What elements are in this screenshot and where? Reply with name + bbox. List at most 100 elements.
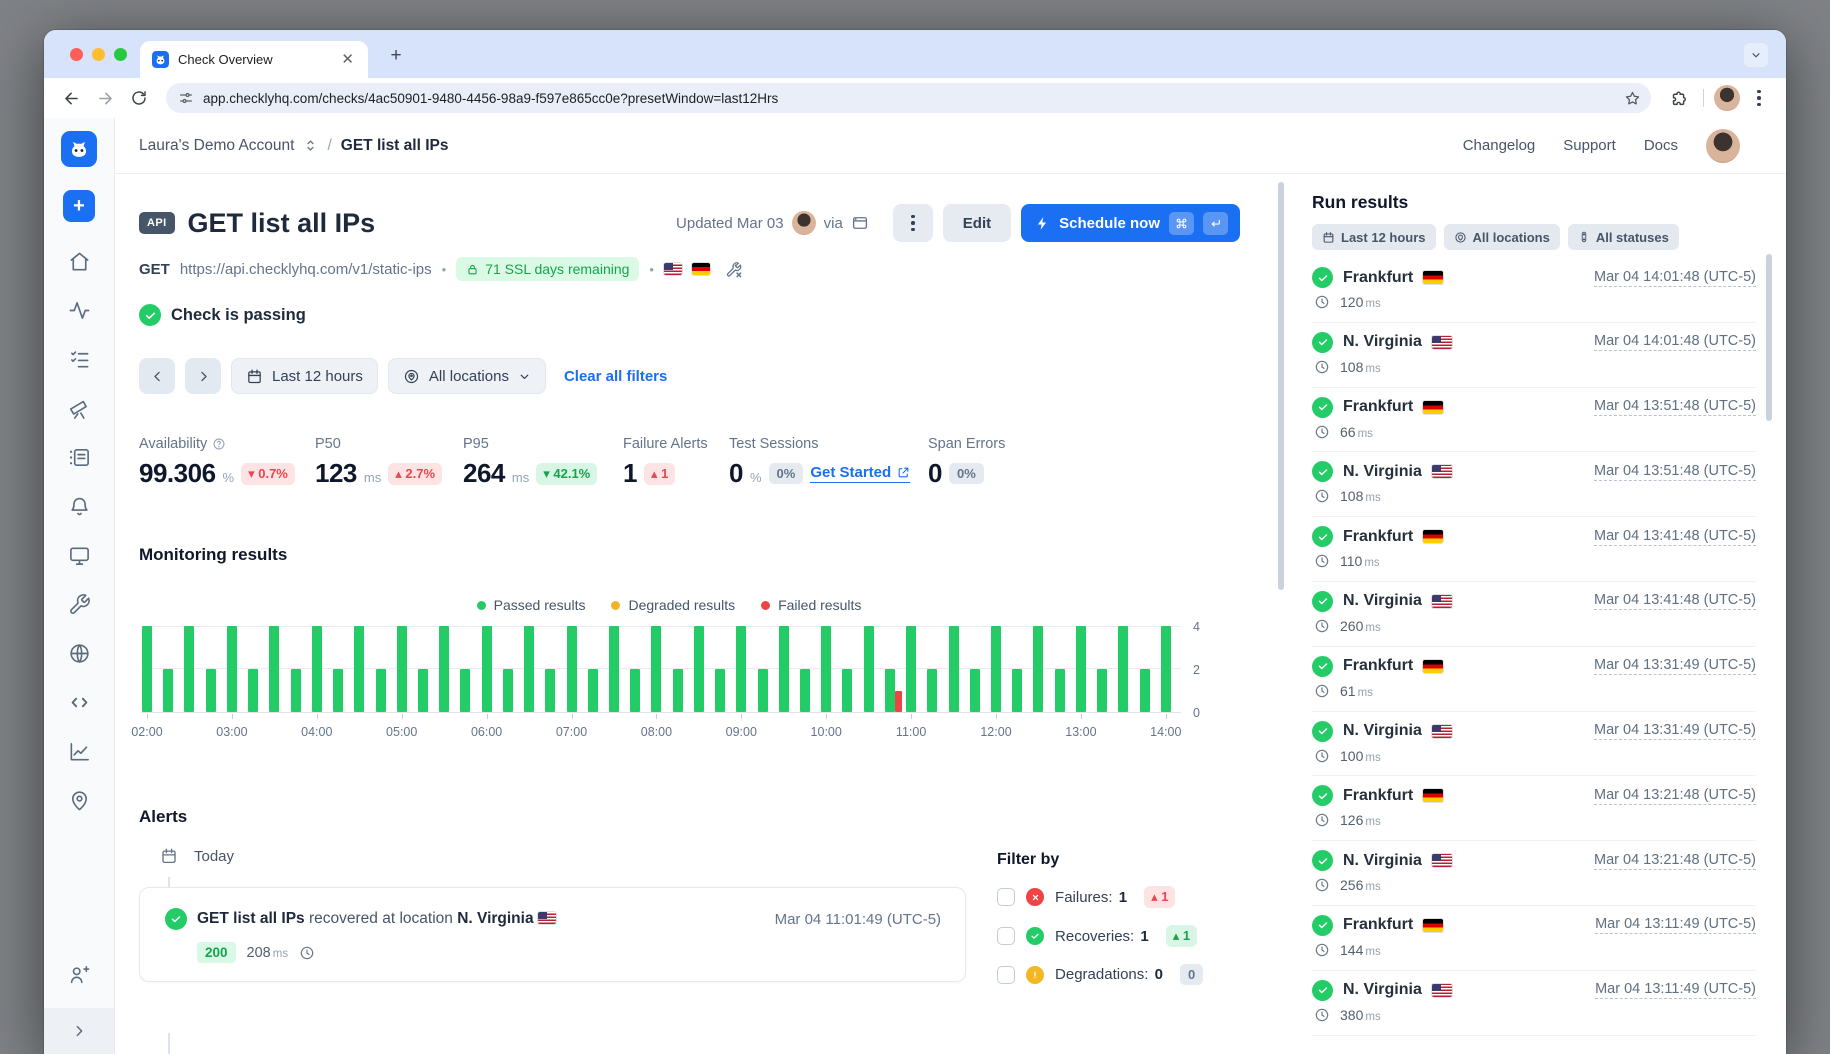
run-timestamp-link[interactable]: Mar 04 13:41:48 (UTC-5) [1594,527,1756,546]
maximize-window-button[interactable] [114,48,127,61]
tab-search-button[interactable] [1744,43,1768,67]
pulse-icon[interactable] [66,297,92,323]
nav-link-changelog[interactable]: Changelog [1462,137,1536,154]
next-window-button[interactable] [185,358,221,394]
chart-bar-passed[interactable] [1160,626,1171,712]
chart-bar-passed[interactable] [226,626,237,712]
map-pin-icon[interactable] [66,787,92,813]
account-name[interactable]: Laura's Demo Account [139,136,295,154]
chart-bar-passed[interactable] [163,669,174,712]
run-timestamp-link[interactable]: Mar 04 13:31:49 (UTC-5) [1594,722,1756,741]
checkbox[interactable] [997,927,1016,945]
minimize-window-button[interactable] [92,48,105,61]
chart-bar-passed[interactable] [502,669,513,712]
site-settings-icon[interactable] [178,90,194,106]
chart-bar-passed[interactable] [757,669,768,712]
time-range-filter[interactable]: Last 12 hours [231,358,378,394]
chart-bar-passed[interactable] [842,669,853,712]
chart-bar-passed[interactable] [715,669,726,712]
checklist-icon[interactable] [66,346,92,372]
chart-bar-passed[interactable] [778,626,789,712]
clear-filters-link[interactable]: Clear all filters [563,367,668,385]
chart-bar-passed[interactable] [417,669,428,712]
extensions-icon[interactable] [1663,83,1693,113]
chart-bar-passed[interactable] [1012,669,1023,712]
browser-tab[interactable]: Check Overview ✕ [140,41,368,78]
chart-bar-passed[interactable] [248,669,259,712]
chart-bar-passed[interactable] [927,669,938,712]
sidebar-collapse-button[interactable] [44,1008,114,1054]
run-timestamp-link[interactable]: Mar 04 13:11:49 (UTC-5) [1595,916,1756,935]
runbook-icon[interactable] [66,444,92,470]
account-switcher-icon[interactable] [303,138,318,153]
chart-bar-passed[interactable] [439,626,450,712]
chart-bar-passed[interactable] [545,669,556,712]
run-result-row[interactable]: N. Virginia Mar 04 13:51:48 (UTC-5) 108 m… [1312,452,1756,518]
create-new-button[interactable]: + [63,190,95,222]
run-timestamp-link[interactable]: Mar 04 13:31:49 (UTC-5) [1594,657,1756,676]
chart-bar-passed[interactable] [672,669,683,712]
run-result-row[interactable]: Frankfurt Mar 04 13:51:48 (UTC-5) 66 ms [1312,388,1756,453]
browser-menu-icon[interactable] [1744,83,1774,113]
main-scrollbar-thumb[interactable] [1278,182,1284,590]
chart-bar-passed[interactable] [184,626,195,712]
run-timestamp-link[interactable]: Mar 04 14:01:48 (UTC-5) [1594,333,1756,352]
chart-bar-passed[interactable] [906,626,917,712]
tools-icon[interactable] [66,591,92,617]
chart-bar-passed[interactable] [1118,626,1129,712]
run-results-scrollbar-thumb[interactable] [1766,254,1772,421]
chart-bar-passed[interactable] [630,669,641,712]
run-timestamp-link[interactable]: Mar 04 13:41:48 (UTC-5) [1594,592,1756,611]
forward-icon[interactable] [90,83,120,113]
edit-button[interactable]: Edit [942,204,1012,242]
bookmark-star-icon[interactable] [1619,85,1645,111]
chart-bar-passed[interactable] [821,626,832,712]
bell-icon[interactable] [66,493,92,519]
address-bar[interactable]: app.checklyhq.com/checks/4ac50901-9480-4… [166,83,1651,113]
schedule-now-button[interactable]: Schedule now [1021,204,1240,242]
chart-bar-passed[interactable] [142,626,152,712]
chart-bar-passed[interactable] [693,626,704,712]
chart-bar-passed[interactable] [354,626,365,712]
close-window-button[interactable] [70,48,83,61]
chart-bar-passed[interactable] [587,669,598,712]
chart-bar-passed[interactable] [800,669,810,712]
main-scrollbar[interactable] [1274,174,1290,1054]
alert-card[interactable]: GET list all IPs recovered at location N… [139,887,967,982]
browser-profile-avatar[interactable] [1714,85,1740,111]
chart-bar-passed[interactable] [375,669,386,712]
reload-icon[interactable] [124,83,154,113]
locations-filter[interactable]: All locations [387,358,546,394]
run-timestamp-link[interactable]: Mar 04 14:01:48 (UTC-5) [1594,268,1756,287]
help-icon[interactable] [212,437,226,451]
run-result-row[interactable]: Frankfurt Mar 04 13:41:48 (UTC-5) 110 ms [1312,517,1756,582]
chart-bar-passed[interactable] [651,626,662,712]
invite-user-icon[interactable] [66,962,92,988]
chart-bar-passed[interactable] [969,669,980,712]
chart-bar-passed[interactable] [991,626,1001,712]
check-menu-button[interactable] [892,204,933,242]
home-icon[interactable] [66,248,92,274]
chart-bar-passed[interactable] [608,626,619,712]
chart-bar-passed[interactable] [396,626,407,712]
code-icon[interactable] [66,689,92,715]
run-result-row[interactable]: Frankfurt Mar 04 13:31:49 (UTC-5) 61 ms [1312,647,1756,712]
chart-bar-passed[interactable] [311,626,322,712]
monitor-icon[interactable] [66,542,92,568]
get-started-link[interactable]: Get Started [810,464,911,483]
run-result-row[interactable]: N. Virginia Mar 04 13:31:49 (UTC-5) 100 m… [1312,712,1756,777]
filter-option-recoveries[interactable]: Recoveries: 1 ▴ 1 [997,925,1240,947]
chart-bar-passed[interactable] [863,626,874,712]
telescope-icon[interactable] [66,395,92,421]
chart-bar-passed[interactable] [948,626,959,712]
run-timestamp-link[interactable]: Mar 04 13:11:49 (UTC-5) [1595,981,1756,1000]
filter-option-failures[interactable]: Failures: 1 ▴ 1 [997,886,1240,908]
run-timestamp-link[interactable]: Mar 04 13:21:48 (UTC-5) [1594,851,1756,870]
nav-link-docs[interactable]: Docs [1643,137,1678,154]
chart-bar-passed[interactable] [1075,626,1086,712]
checkly-logo[interactable] [61,131,97,167]
checkbox[interactable] [997,965,1016,984]
globe-icon[interactable] [66,640,92,666]
run-result-row[interactable]: Frankfurt Mar 04 13:11:49 (UTC-5) 144 ms [1312,906,1756,971]
